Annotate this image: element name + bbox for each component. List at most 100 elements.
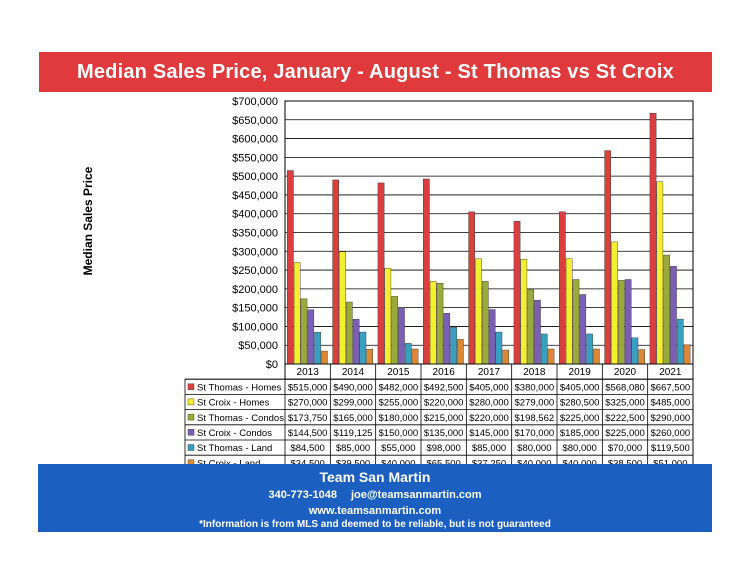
bar <box>495 331 503 365</box>
bar <box>398 307 405 365</box>
data-label: $405,000 <box>469 382 509 393</box>
bar <box>339 251 346 365</box>
y-tick-label: $200,000 <box>232 284 278 296</box>
legend-label: St Thomas - Land <box>197 443 272 454</box>
data-label: $380,000 <box>515 382 555 393</box>
bar <box>346 301 353 365</box>
legend-label: St Croix - Land <box>197 458 260 469</box>
bar <box>534 299 541 365</box>
legend-label: St Croix - Homes <box>197 398 270 409</box>
bar <box>593 348 600 365</box>
bar <box>611 241 618 365</box>
data-label: $220,000 <box>469 413 509 424</box>
bar <box>429 281 437 365</box>
bar <box>670 266 677 365</box>
footer-email[interactable]: joe@teamsanmartin.com <box>350 489 482 501</box>
bar <box>359 331 367 365</box>
bar <box>314 332 321 365</box>
data-label: $51,000 <box>653 458 687 469</box>
y-tick-label: $350,000 <box>232 228 278 240</box>
x-tick-label: 2017 <box>478 367 501 378</box>
y-tick-label: $550,000 <box>232 152 278 164</box>
y-tick-label: $650,000 <box>232 115 278 127</box>
data-label: $222,500 <box>605 413 645 424</box>
bar <box>332 179 340 365</box>
bar <box>604 150 611 365</box>
data-label: $145,000 <box>469 428 509 439</box>
data-label: $80,000 <box>517 443 551 454</box>
bar <box>457 339 464 365</box>
bar <box>377 182 385 365</box>
data-label: $38,500 <box>608 458 642 469</box>
data-label: $173,750 <box>288 413 328 424</box>
data-label: $485,000 <box>651 398 691 409</box>
legend-swatch <box>187 444 195 451</box>
data-label: $37,250 <box>472 458 506 469</box>
bar <box>547 348 555 365</box>
footer-phone: 340-773-1048 <box>268 489 337 501</box>
bar <box>352 319 360 365</box>
data-label: $40,000 <box>562 458 596 469</box>
bar <box>520 258 528 365</box>
bar <box>559 211 566 365</box>
y-tick-label: $150,000 <box>232 303 278 315</box>
legend-swatch <box>187 383 195 390</box>
y-tick-label: $400,000 <box>232 209 278 221</box>
data-label: $482,000 <box>379 382 419 393</box>
legend-swatch <box>187 429 195 436</box>
footer-team-name: Team San Martin <box>319 469 431 485</box>
data-label: $185,000 <box>560 428 600 439</box>
data-label: $225,000 <box>605 428 645 439</box>
bar <box>468 211 476 365</box>
y-tick-label: $50,000 <box>238 340 278 352</box>
bar <box>307 309 315 365</box>
data-label: $325,000 <box>605 398 645 409</box>
bar <box>391 296 398 365</box>
data-label: $165,000 <box>333 413 373 424</box>
median-price-chart: $0 $50,000 $100,000 $150,000 $200,000 $250,00… <box>184 96 694 470</box>
data-label: $667,500 <box>651 382 691 393</box>
data-label: $40,000 <box>381 458 415 469</box>
bar <box>384 267 392 365</box>
data-label: $568,080 <box>605 382 645 393</box>
legend-swatch <box>187 398 195 406</box>
y-tick-label: $300,000 <box>232 246 278 258</box>
data-label: $119,125 <box>334 428 373 439</box>
data-label: $84,500 <box>290 443 324 454</box>
data-label: $98,000 <box>426 443 460 454</box>
x-tick-label: 2014 <box>342 367 365 378</box>
bar <box>572 279 580 365</box>
y-tick-label: $0 <box>266 359 278 371</box>
bar <box>321 350 328 365</box>
y-tick-label: $700,000 <box>232 96 278 108</box>
data-label: $290,000 <box>651 413 691 424</box>
data-label: $255,000 <box>379 398 419 409</box>
bar <box>527 289 534 365</box>
x-tick-label: 2021 <box>659 367 682 378</box>
bar <box>423 178 430 365</box>
bar <box>482 281 489 365</box>
x-tick-label: 2016 <box>433 367 456 378</box>
legend-label: St Thomas - Condos <box>197 413 284 424</box>
bar <box>565 258 573 365</box>
bar <box>513 221 521 365</box>
bar <box>663 254 670 365</box>
data-label: $40,000 <box>517 458 551 469</box>
bar <box>366 348 374 365</box>
footer-website[interactable]: www.teamsanmartin.com <box>308 505 442 517</box>
bar <box>300 298 308 365</box>
y-tick-label: $450,000 <box>232 190 278 202</box>
footer-contact: 340-773-1048 joe@teamsanmartin.com <box>38 489 712 501</box>
data-label: $34,500 <box>290 458 324 469</box>
chart-title-banner: Median Sales Price, January - August - S… <box>39 52 712 92</box>
bar <box>631 337 639 365</box>
x-tick-label: 2019 <box>569 367 592 378</box>
legend-label: St Croix - Condos <box>197 428 272 439</box>
chart-title: Median Sales Price, January - August - S… <box>77 60 674 83</box>
data-label: $170,000 <box>515 428 555 439</box>
data-label: $135,000 <box>424 428 464 439</box>
data-label: $225,000 <box>560 413 600 424</box>
bar <box>579 294 587 365</box>
bar <box>293 262 301 365</box>
data-label: $279,000 <box>515 398 555 409</box>
